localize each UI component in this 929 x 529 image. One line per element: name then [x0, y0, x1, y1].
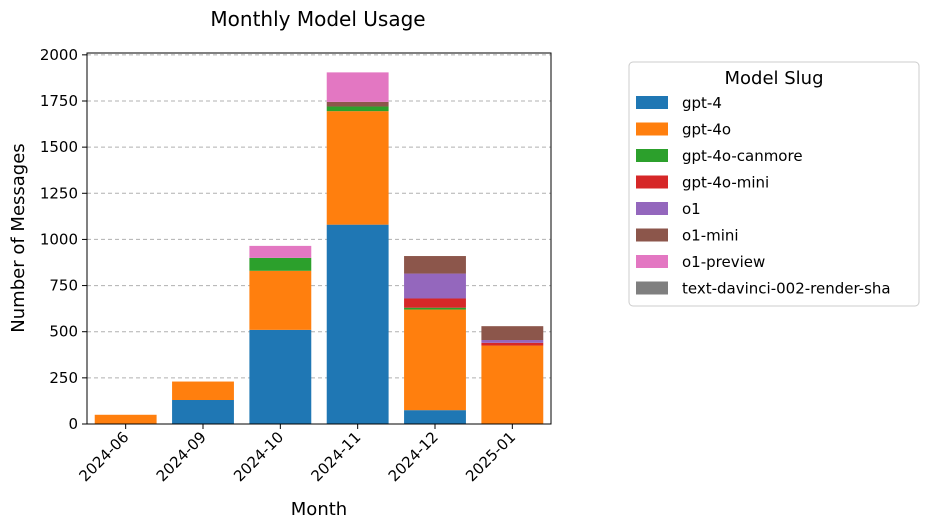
- bar-segment-o1-mini: [326, 101, 389, 107]
- legend-swatch-gpt-4: [636, 96, 668, 109]
- legend-label: gpt-4o-mini: [682, 174, 769, 192]
- legend-swatch-gpt-4o: [636, 122, 668, 136]
- x-tick-label: 2025-01: [462, 428, 519, 485]
- bar-segment-gpt-4o-mini: [481, 342, 544, 346]
- bar-segment-gpt-4o: [172, 381, 234, 401]
- legend-label: gpt-4: [682, 94, 722, 112]
- legend-label: o1-mini: [682, 227, 739, 245]
- x-tick-label: 2024-10: [230, 428, 287, 485]
- x-tick-label: 2024-11: [307, 428, 364, 485]
- y-tick-label: 0: [68, 415, 78, 433]
- bar-segment-o1-preview: [249, 245, 312, 258]
- legend-swatch-o1: [636, 202, 668, 215]
- bar-segment-o1-mini: [481, 326, 544, 341]
- plot-frame: [86, 52, 552, 425]
- legend-swatch-gpt-4o-canmore: [636, 149, 668, 162]
- bar-segment-o1: [481, 340, 544, 343]
- y-tick-label: 1750: [40, 92, 78, 110]
- legend-label: text-davinci-002-render-sha: [682, 280, 891, 298]
- y-tick-label: 1000: [40, 230, 78, 248]
- x-axis: 2024-06 2024-09 2024-10 2024-11 2024-12 2025-…: [75, 424, 519, 485]
- bar-segment-gpt-4: [326, 224, 389, 424]
- bars: [94, 72, 544, 424]
- y-tick-label: 750: [49, 277, 78, 295]
- bar-segment-o1-mini: [404, 256, 466, 274]
- bar-segment-gpt-4o-canmore: [249, 257, 312, 271]
- bar-segment-gpt-4o: [94, 414, 157, 424]
- bar-segment-gpt-4: [404, 410, 466, 424]
- y-tick-label: 1250: [40, 184, 78, 202]
- legend-title: Model Slug: [724, 68, 823, 89]
- legend-swatch-gpt-4o-mini: [636, 175, 668, 189]
- y-tick-label: 250: [49, 369, 78, 387]
- y-tick-label: 2000: [40, 46, 78, 64]
- legend-items: gpt-4 gpt-4o gpt-4o-canmore gpt-4o-mini o1 o1…: [636, 94, 891, 298]
- legend-label: o1: [682, 200, 701, 218]
- legend-label: o1-preview: [682, 253, 765, 271]
- x-axis-label: Month: [291, 499, 347, 520]
- bar-segment-gpt-4o: [404, 309, 466, 411]
- legend-label: gpt-4o-canmore: [682, 147, 803, 165]
- bar-segment-o1-preview: [326, 72, 389, 102]
- y-tick-label: 500: [49, 323, 78, 341]
- bar-segment-o1: [404, 273, 466, 299]
- bar-segment-gpt-4o: [249, 270, 312, 330]
- grid-lines: [87, 54, 551, 379]
- x-tick-label: 2024-12: [385, 428, 442, 485]
- bar-segment-gpt-4o: [481, 345, 544, 424]
- y-tick-label: 1500: [40, 138, 78, 156]
- bar-segment-gpt-4o-canmore: [326, 106, 389, 112]
- legend-swatch-o1-mini: [636, 228, 668, 242]
- legend-label: gpt-4o: [682, 121, 731, 139]
- legend-swatch-text-davinci-002-render-sha: [636, 281, 668, 295]
- legend-frame: [628, 61, 920, 307]
- bar-segment-gpt-4: [249, 329, 312, 424]
- y-axis-label: Number of Messages: [8, 143, 29, 332]
- legend-swatch-o1-preview: [636, 255, 668, 268]
- bar-segment-gpt-4: [172, 400, 234, 424]
- legend: Model Slug gpt-4gpt-4ogpt-4o-canmoregpt-…: [628, 61, 920, 307]
- x-tick-label: 2024-09: [153, 428, 210, 485]
- y-axis: 0 250 500 750 1000 1250 1500 1750 2000: [40, 46, 87, 433]
- bar-segment-gpt-4o: [326, 111, 389, 225]
- bar-segment-gpt-4o-mini: [404, 298, 466, 308]
- bar-segment-gpt-4o-canmore: [404, 307, 466, 310]
- chart-title: Monthly Model Usage: [210, 7, 425, 31]
- x-tick-label: 2024-06: [75, 428, 132, 485]
